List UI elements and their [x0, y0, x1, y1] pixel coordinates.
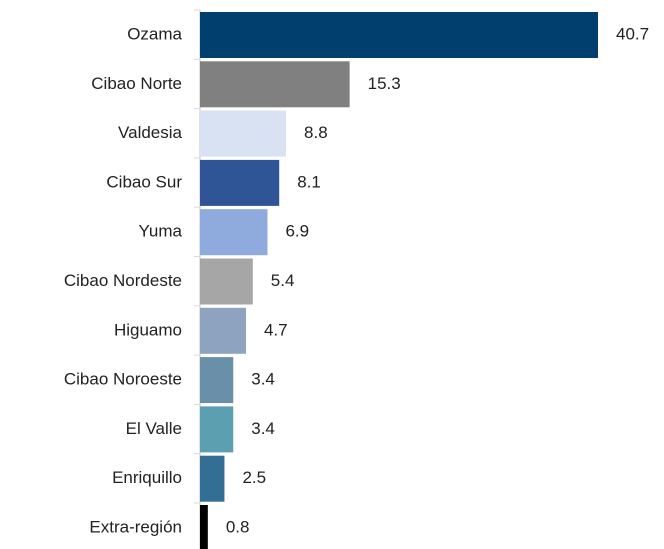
- bar: [200, 307, 246, 354]
- value-label: 4.7: [264, 320, 288, 339]
- bar: [200, 406, 234, 453]
- category-label: Cibao Noroeste: [64, 370, 182, 389]
- bar: [200, 505, 208, 549]
- value-label: 0.8: [226, 517, 250, 536]
- category-label: Cibao Norte: [91, 74, 182, 93]
- category-label: El Valle: [126, 419, 182, 438]
- category-label: Cibao Sur: [106, 172, 182, 191]
- category-label: Extra-región: [89, 517, 182, 536]
- bar: [200, 258, 253, 305]
- value-label: 3.4: [251, 419, 275, 438]
- category-label: Enriquillo: [112, 468, 182, 487]
- value-label: 8.8: [304, 123, 328, 142]
- bar: [200, 357, 234, 404]
- bar: [200, 12, 598, 58]
- value-label: 40.7: [616, 24, 649, 43]
- bar: [200, 110, 287, 157]
- value-label: 3.4: [251, 370, 275, 389]
- bar: [200, 61, 350, 108]
- value-label: 2.5: [242, 468, 266, 487]
- category-label: Ozama: [127, 24, 182, 43]
- category-label: Cibao Nordeste: [64, 271, 182, 290]
- bar: [200, 209, 268, 256]
- bar: [200, 455, 225, 502]
- bar: [200, 159, 280, 206]
- category-label: Yuma: [139, 222, 183, 241]
- value-label: 6.9: [285, 222, 309, 241]
- value-label: 5.4: [271, 271, 295, 290]
- category-label: Higuamo: [114, 320, 182, 339]
- value-label: 8.1: [297, 172, 321, 191]
- category-label: Valdesia: [118, 123, 182, 142]
- value-label: 15.3: [368, 74, 401, 93]
